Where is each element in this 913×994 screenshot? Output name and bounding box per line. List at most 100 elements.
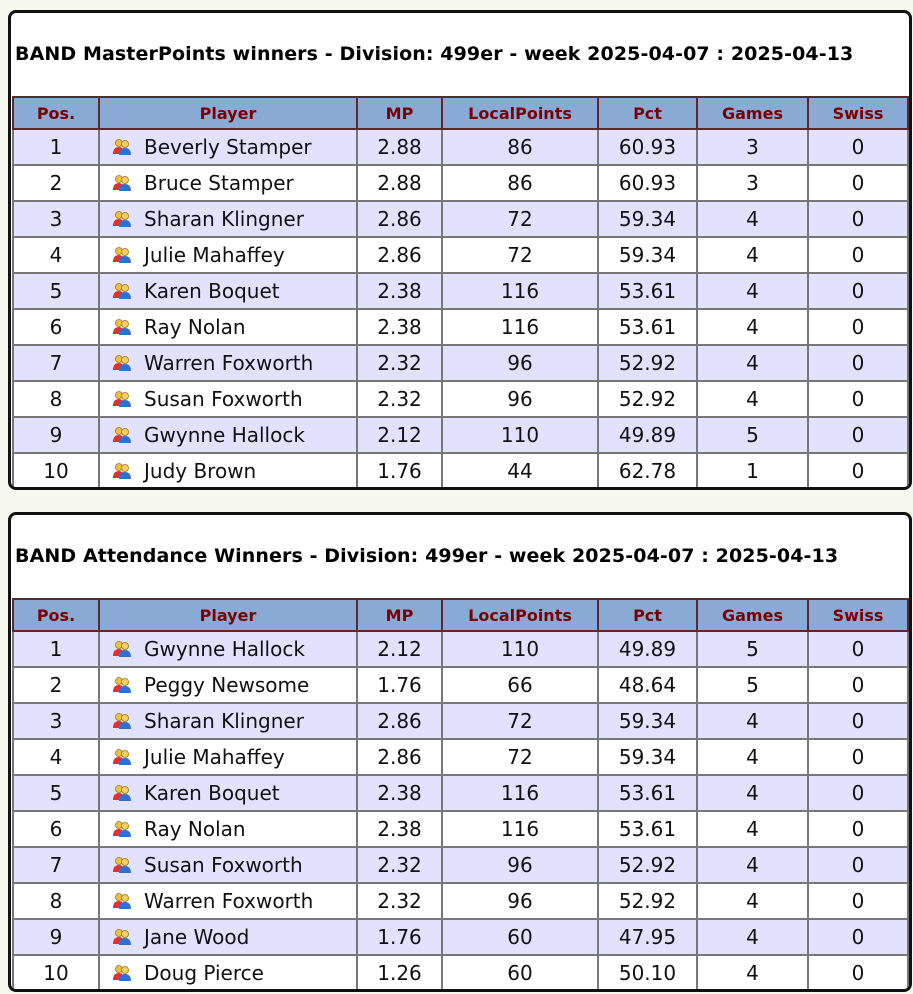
cell-games: 5 xyxy=(696,666,809,704)
cell-player[interactable]: Bruce Stamper xyxy=(98,164,358,202)
player-name[interactable]: Ray Nolan xyxy=(144,315,246,339)
cell-games: 4 xyxy=(696,308,809,346)
cell-pct: 59.34 xyxy=(597,738,698,776)
cell-mp: 2.86 xyxy=(356,738,443,776)
users-icon xyxy=(112,353,132,371)
cell-player[interactable]: Gwynne Hallock xyxy=(98,630,358,668)
player-name[interactable]: Julie Mahaffey xyxy=(144,745,285,769)
cell-player[interactable]: Ray Nolan xyxy=(98,308,358,346)
column-header-player[interactable]: Player xyxy=(98,598,358,632)
player-name[interactable]: Karen Boquet xyxy=(144,781,280,805)
cell-games: 1 xyxy=(696,452,809,487)
attendance-panel: BAND Attendance Winners - Division: 499e… xyxy=(8,512,912,992)
table-row: 3 Sharan Klingner 2.86 72 59.34 4 0 xyxy=(12,200,909,238)
cell-pct: 49.89 xyxy=(597,630,698,668)
cell-player[interactable]: Ray Nolan xyxy=(98,810,358,848)
table-row: 8 Susan Foxworth 2.32 96 52.92 4 0 xyxy=(12,380,909,418)
player-name[interactable]: Bruce Stamper xyxy=(144,171,294,195)
player-name[interactable]: Jane Wood xyxy=(144,925,250,949)
cell-localpoints: 96 xyxy=(441,380,599,418)
cell-pct: 52.92 xyxy=(597,380,698,418)
column-header-pct[interactable]: Pct xyxy=(597,598,698,632)
column-header-games[interactable]: Games xyxy=(696,96,809,130)
cell-player[interactable]: Gwynne Hallock xyxy=(98,416,358,454)
player-name[interactable]: Beverly Stamper xyxy=(144,135,312,159)
table-row: 5 Karen Boquet 2.38 116 53.61 4 0 xyxy=(12,774,909,812)
cell-player[interactable]: Susan Foxworth xyxy=(98,846,358,884)
column-header-swiss[interactable]: Swiss xyxy=(807,598,909,632)
cell-player[interactable]: Sharan Klingner xyxy=(98,702,358,740)
table-row: 10 Doug Pierce 1.26 60 50.10 4 0 xyxy=(12,954,909,989)
cell-localpoints: 110 xyxy=(441,416,599,454)
users-icon xyxy=(112,747,132,765)
player-name[interactable]: Judy Brown xyxy=(144,459,257,483)
column-header-mp[interactable]: MP xyxy=(356,598,443,632)
cell-pos: 9 xyxy=(12,416,100,454)
cell-player[interactable]: Warren Foxworth xyxy=(98,344,358,382)
cell-pct: 53.61 xyxy=(597,810,698,848)
cell-swiss: 0 xyxy=(807,164,909,202)
attendance-table: Pos. Player MP LocalPoints Pct Games Swiss 1 Gwy… xyxy=(12,598,909,989)
users-icon xyxy=(112,245,132,263)
cell-mp: 2.38 xyxy=(356,308,443,346)
column-header-localpoints[interactable]: LocalPoints xyxy=(441,598,599,632)
header-row: Pos. Player MP LocalPoints Pct Games Swiss xyxy=(12,598,909,632)
column-header-pos[interactable]: Pos. xyxy=(12,598,100,632)
player-name[interactable]: Sharan Klingner xyxy=(144,709,304,733)
cell-player[interactable]: Doug Pierce xyxy=(98,954,358,989)
player-name[interactable]: Susan Foxworth xyxy=(144,853,303,877)
column-header-localpoints[interactable]: LocalPoints xyxy=(441,96,599,130)
cell-player[interactable]: Beverly Stamper xyxy=(98,128,358,166)
cell-games: 4 xyxy=(696,846,809,884)
cell-pos: 10 xyxy=(12,954,100,989)
cell-games: 3 xyxy=(696,128,809,166)
cell-swiss: 0 xyxy=(807,918,909,956)
cell-localpoints: 72 xyxy=(441,236,599,274)
player-name[interactable]: Karen Boquet xyxy=(144,279,280,303)
users-icon xyxy=(112,855,132,873)
column-header-pos[interactable]: Pos. xyxy=(12,96,100,130)
cell-localpoints: 110 xyxy=(441,630,599,668)
cell-swiss: 0 xyxy=(807,666,909,704)
column-header-player[interactable]: Player xyxy=(98,96,358,130)
cell-player[interactable]: Peggy Newsome xyxy=(98,666,358,704)
cell-pos: 6 xyxy=(12,308,100,346)
player-name[interactable]: Susan Foxworth xyxy=(144,387,303,411)
cell-player[interactable]: Karen Boquet xyxy=(98,774,358,812)
cell-mp: 2.86 xyxy=(356,702,443,740)
cell-player[interactable]: Karen Boquet xyxy=(98,272,358,310)
cell-player[interactable]: Susan Foxworth xyxy=(98,380,358,418)
table-row: 10 Judy Brown 1.76 44 62.78 1 0 xyxy=(12,452,909,487)
player-name[interactable]: Doug Pierce xyxy=(144,961,264,985)
cell-player[interactable]: Jane Wood xyxy=(98,918,358,956)
column-header-swiss[interactable]: Swiss xyxy=(807,96,909,130)
cell-player[interactable]: Julie Mahaffey xyxy=(98,236,358,274)
column-header-games[interactable]: Games xyxy=(696,598,809,632)
cell-swiss: 0 xyxy=(807,630,909,668)
player-name[interactable]: Julie Mahaffey xyxy=(144,243,285,267)
player-name[interactable]: Warren Foxworth xyxy=(144,889,314,913)
cell-player[interactable]: Judy Brown xyxy=(98,452,358,487)
cell-swiss: 0 xyxy=(807,416,909,454)
player-name[interactable]: Ray Nolan xyxy=(144,817,246,841)
cell-pct: 60.93 xyxy=(597,164,698,202)
player-name[interactable]: Sharan Klingner xyxy=(144,207,304,231)
cell-pct: 48.64 xyxy=(597,666,698,704)
column-header-pct[interactable]: Pct xyxy=(597,96,698,130)
table-row: 1 Beverly Stamper 2.88 86 60.93 3 0 xyxy=(12,128,909,166)
player-name[interactable]: Gwynne Hallock xyxy=(144,423,305,447)
player-name[interactable]: Warren Foxworth xyxy=(144,351,314,375)
column-header-mp[interactable]: MP xyxy=(356,96,443,130)
masterpoints-title: BAND MasterPoints winners - Division: 49… xyxy=(15,43,854,65)
table-row: 7 Warren Foxworth 2.32 96 52.92 4 0 xyxy=(12,344,909,382)
table-row: 6 Ray Nolan 2.38 116 53.61 4 0 xyxy=(12,810,909,848)
users-icon xyxy=(112,675,132,693)
cell-swiss: 0 xyxy=(807,774,909,812)
cell-player[interactable]: Warren Foxworth xyxy=(98,882,358,920)
cell-pct: 49.89 xyxy=(597,416,698,454)
cell-games: 4 xyxy=(696,918,809,956)
player-name[interactable]: Gwynne Hallock xyxy=(144,637,305,661)
player-name[interactable]: Peggy Newsome xyxy=(144,673,310,697)
cell-player[interactable]: Sharan Klingner xyxy=(98,200,358,238)
cell-player[interactable]: Julie Mahaffey xyxy=(98,738,358,776)
